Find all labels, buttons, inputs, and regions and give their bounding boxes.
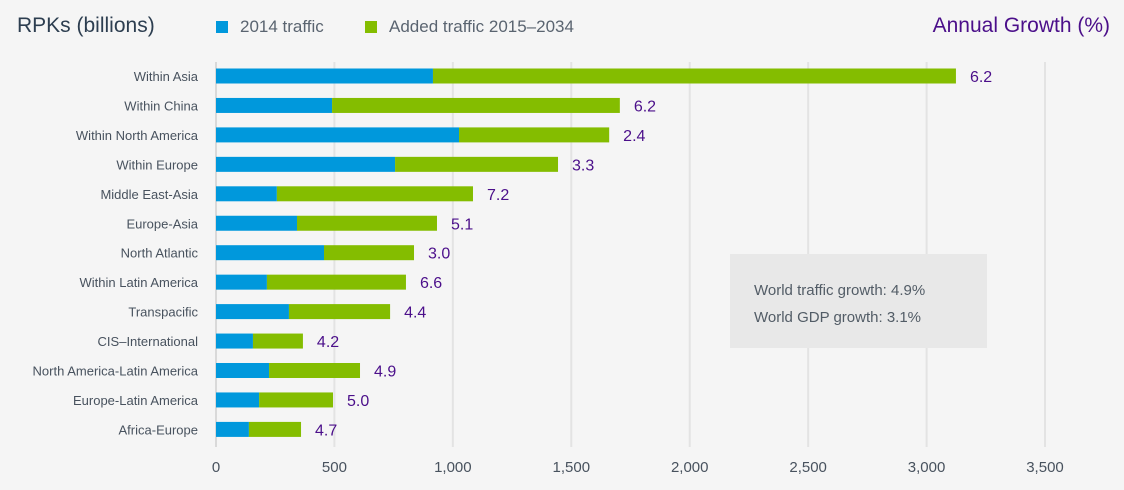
- legend-label: Added traffic 2015–2034: [389, 17, 574, 36]
- info-box: World traffic growth: 4.9% World GDP gro…: [730, 254, 987, 348]
- bar-2014-traffic: [216, 363, 270, 378]
- bar-added-traffic: [259, 392, 334, 408]
- bar-added-traffic: [332, 97, 620, 113]
- annual-growth-label: 4.2: [317, 334, 339, 351]
- chart-title: RPKs (billions): [17, 14, 155, 37]
- legend-item-2014-traffic: 2014 traffic: [216, 17, 324, 37]
- bar-added-traffic: [297, 215, 437, 231]
- world-traffic-growth: World traffic growth: 4.9%: [754, 282, 926, 299]
- category-label: Transpacific: [128, 305, 198, 320]
- category-label: Within Latin America: [80, 275, 199, 290]
- bar-added-traffic: [432, 68, 956, 84]
- annual-growth-title: Annual Growth (%): [932, 14, 1110, 37]
- bar-2014-traffic: [216, 97, 333, 113]
- legend-label: 2014 traffic: [240, 17, 324, 36]
- category-label: North Atlantic: [121, 246, 199, 261]
- annual-growth-label: 5.1: [451, 216, 473, 233]
- bar-2014-traffic: [216, 304, 289, 320]
- annual-growth-label: 6.6: [420, 275, 442, 292]
- x-tick-label: 2,000: [671, 459, 709, 476]
- bar-added-traffic: [266, 274, 406, 290]
- bar-2014-traffic: [216, 421, 249, 437]
- legend-swatch-green: [365, 21, 377, 33]
- category-label: Middle East-Asia: [100, 187, 198, 202]
- bar-added-traffic: [395, 156, 559, 172]
- bar-2014-traffic: [216, 333, 253, 349]
- annual-growth-label: 7.2: [487, 187, 509, 204]
- annual-growth-label: 6.2: [970, 69, 992, 86]
- x-tick-label: 2,500: [789, 459, 827, 476]
- bar-added-traffic: [324, 245, 415, 261]
- category-label: Within China: [124, 98, 198, 113]
- x-tick-label: 1,000: [434, 459, 472, 476]
- bar-added-traffic: [269, 363, 361, 378]
- x-tick-label: 0: [212, 459, 220, 476]
- bar-2014-traffic: [216, 68, 433, 84]
- x-tick-label: 3,500: [1026, 459, 1064, 476]
- x-tick-label: 1,500: [553, 459, 591, 476]
- annual-growth-label: 4.7: [315, 422, 337, 439]
- legend-swatch-blue: [216, 21, 228, 33]
- bar-added-traffic: [248, 421, 302, 437]
- category-label: Europe-Asia: [126, 216, 198, 231]
- category-label: Africa-Europe: [119, 422, 198, 437]
- category-label: CIS–International: [98, 334, 199, 349]
- bar-2014-traffic: [216, 215, 298, 231]
- annual-growth-label: 4.4: [404, 305, 426, 322]
- bar-2014-traffic: [216, 186, 277, 202]
- bar-added-traffic: [459, 127, 610, 143]
- category-label: North America-Latin America: [33, 364, 199, 379]
- bar-added-traffic: [276, 186, 473, 202]
- annual-growth-label: 6.2: [634, 98, 656, 115]
- annual-growth-label: 3.3: [572, 157, 594, 174]
- bar-2014-traffic: [216, 156, 396, 172]
- bar-2014-traffic: [216, 274, 267, 290]
- x-tick-label: 500: [322, 459, 347, 476]
- bar-2014-traffic: [216, 127, 460, 143]
- annual-growth-label: 3.0: [428, 246, 450, 263]
- category-label: Within Asia: [134, 69, 199, 84]
- category-label: Europe-Latin America: [73, 393, 199, 408]
- category-label: Within North America: [76, 128, 199, 143]
- annual-growth-label: 4.9: [374, 364, 396, 381]
- world-gdp-growth: World GDP growth: 3.1%: [754, 309, 922, 326]
- bar-2014-traffic: [216, 392, 260, 408]
- x-tick-label: 3,000: [908, 459, 946, 476]
- category-label: Within Europe: [116, 157, 198, 172]
- legend-item-added-traffic: Added traffic 2015–2034: [365, 17, 574, 37]
- bar-added-traffic: [288, 304, 391, 320]
- bar-2014-traffic: [216, 245, 325, 261]
- annual-growth-label: 2.4: [623, 128, 645, 145]
- annual-growth-label: 5.0: [347, 393, 369, 410]
- bar-added-traffic: [252, 333, 303, 349]
